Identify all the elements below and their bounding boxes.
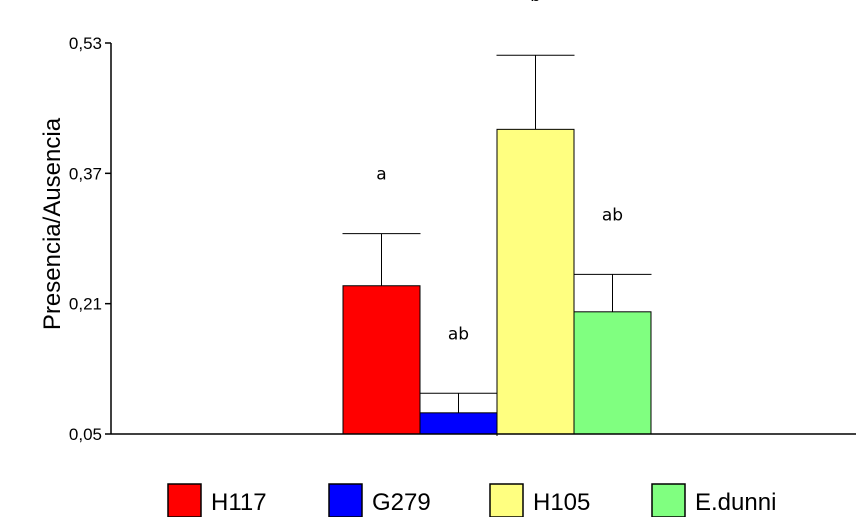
significance-label: ab (448, 324, 469, 344)
legend-swatch (651, 483, 686, 517)
y-axis-label: Presencia/Ausencia (39, 117, 66, 330)
y-axis: 0,05 0,21 0,37 0,53 (69, 34, 112, 444)
bar-g279 (419, 412, 498, 435)
legend-swatch (328, 483, 363, 517)
bar-e-dunni (573, 311, 652, 435)
y-tick-label: 0,05 (69, 425, 102, 444)
significance-label: ab (602, 205, 623, 225)
y-tick-label: 0,53 (69, 34, 102, 53)
bars-group: a ab b ab (342, 0, 652, 436)
bar-h117 (342, 285, 421, 435)
legend-label: H105 (533, 489, 590, 516)
legend-label: G279 (372, 489, 431, 516)
bar-h105 (496, 128, 575, 435)
significance-label: a (376, 165, 386, 185)
legend-label: H117 (211, 489, 267, 516)
legend-label: E.dunni (695, 489, 776, 516)
y-tick-label: 0,37 (69, 164, 102, 183)
significance-label: b (530, 0, 541, 6)
legend: H117 G279 H105 E.dunni (167, 483, 776, 517)
legend-swatch (489, 483, 524, 517)
y-tick-label: 0,21 (69, 295, 102, 314)
legend-swatch (167, 483, 202, 517)
